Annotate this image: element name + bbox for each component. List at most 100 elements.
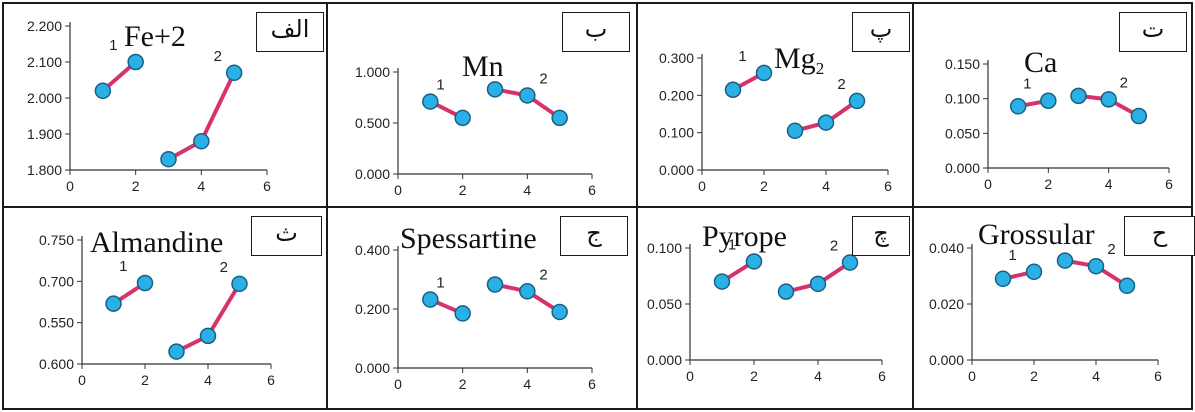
panel-title: Spessartine — [400, 224, 537, 254]
series-1-point — [1009, 98, 1027, 115]
series-1-point — [422, 291, 439, 308]
panel-title-text: Almandine — [90, 226, 224, 259]
series-1-point — [422, 93, 439, 110]
panel-letter-tag: چ — [852, 216, 910, 256]
series-2-point — [1100, 91, 1117, 108]
series-2-point — [486, 276, 504, 293]
x-tick-label: 2 — [750, 368, 758, 384]
y-tick-label: 0.300 — [659, 50, 694, 66]
series-2-point — [225, 64, 243, 82]
series-2-point — [199, 327, 217, 345]
y-tick-label: 0.100 — [647, 240, 682, 256]
panel-grossular: 0.000 0.020 0.040 0 2 4 6 1 2 Grossular ح — [912, 206, 1195, 410]
series-2-point — [519, 87, 536, 104]
series-2-point — [1056, 252, 1074, 269]
panel-mn: 0.000 0.500 1.000 0 2 4 6 1 2 Mn ب — [326, 2, 638, 208]
x-tick-label: 4 — [523, 182, 531, 198]
series-label: 1 — [728, 236, 736, 253]
series-1-point — [713, 273, 731, 290]
y-tick-label: 0.050 — [945, 125, 980, 141]
y-tick-label: 0.100 — [945, 91, 980, 107]
series-label: 2 — [1120, 74, 1128, 91]
x-tick-label: 4 — [523, 376, 531, 392]
y-tick-label: 2.000 — [27, 90, 62, 106]
plot-svg: 0.000 0.050 0.100 0.150 0 2 4 6 1 2 — [945, 56, 1173, 192]
series-2-point — [1130, 107, 1148, 125]
series-1-point — [136, 274, 154, 292]
panel-title-text: Mn — [462, 50, 504, 83]
series-2-point — [848, 92, 866, 110]
series-label: 1 — [1008, 247, 1016, 264]
series-label: 1 — [436, 275, 444, 292]
series-label: 1 — [738, 48, 746, 65]
y-tick-label: 0.040 — [929, 240, 964, 256]
series-1-point — [454, 109, 471, 127]
y-tick-label: 0.000 — [355, 360, 390, 376]
panel-title-subscript: 2 — [815, 59, 825, 78]
series-label: 2 — [1107, 241, 1115, 258]
panel-title: Fe+2 — [124, 22, 186, 52]
y-tick-label: 1.000 — [355, 64, 390, 80]
plot-svg: 0.600 0.550 0.700 0.750 0 2 4 6 1 2 — [39, 232, 275, 388]
series-label: 2 — [214, 48, 222, 65]
y-tick-label: 0.600 — [39, 356, 74, 372]
panel-title: Grossular — [978, 220, 1095, 250]
y-tick-label: 2.200 — [27, 18, 62, 34]
panel-ca: 0.000 0.050 0.100 0.150 0 2 4 6 1 2 Ca ت — [912, 2, 1193, 208]
x-tick-label: 6 — [263, 178, 271, 194]
x-tick-label: 2 — [459, 376, 467, 392]
x-tick-label: 0 — [394, 376, 402, 392]
series-2-point — [786, 122, 804, 140]
series-1-point — [127, 53, 144, 71]
x-tick-label: 6 — [1154, 368, 1162, 384]
series-2-point — [168, 343, 185, 360]
panel-title: Almandine — [90, 228, 223, 258]
series-label: 2 — [539, 266, 547, 283]
panel-letter-tag: ث — [251, 216, 322, 256]
series-2-point — [809, 275, 827, 293]
panel-title: Pyrope — [702, 222, 787, 252]
x-tick-label: 0 — [984, 176, 992, 192]
series-2-point — [777, 283, 795, 300]
series-label: 2 — [830, 238, 838, 255]
y-tick-label: 0.500 — [355, 115, 390, 131]
series-1-point — [105, 295, 122, 312]
y-tick-label: 0.550 — [39, 315, 74, 331]
panel-letter-tag: الف — [256, 12, 324, 52]
series-label: 1 — [109, 37, 117, 54]
x-tick-label: 2 — [141, 372, 149, 388]
panel-title-text: Spessartine — [400, 222, 537, 255]
panel-title-text: Ca — [1024, 46, 1058, 79]
panel-title-text: Grossular — [978, 218, 1095, 251]
x-tick-label: 4 — [814, 368, 822, 384]
plot-svg: 0.000 0.200 0.400 0 2 4 6 1 2 — [355, 242, 596, 392]
series-label: 1 — [1023, 76, 1031, 93]
x-tick-label: 2 — [760, 178, 768, 194]
y-tick-label: 0.000 — [659, 162, 694, 178]
panel-letter-tag: ت — [1119, 12, 1187, 52]
x-tick-label: 0 — [394, 182, 402, 198]
series-1-point — [1025, 263, 1043, 281]
x-tick-label: 0 — [78, 372, 86, 388]
series-1-point — [454, 305, 471, 322]
y-tick-label: 0.000 — [647, 352, 682, 368]
series-2-point — [551, 303, 568, 321]
series-1-point — [994, 270, 1012, 288]
panel-spessartine: 0.000 0.200 0.400 0 2 4 6 1 2 Spessartine ج — [326, 206, 638, 410]
series-2-point — [193, 132, 210, 150]
x-tick-label: 2 — [1030, 368, 1038, 384]
panel-title-text: Fe+2 — [124, 20, 186, 53]
plot-svg: 0.000 0.100 0.200 0.300 0 2 4 6 1 2 — [659, 48, 892, 194]
panel-pyrope: 0.000 0.050 0.100 0 2 4 6 1 2 Pyrope چ — [636, 206, 914, 410]
x-tick-label: 0 — [66, 178, 74, 194]
series-1-point — [94, 82, 112, 100]
x-tick-label: 4 — [1092, 368, 1100, 384]
panel-almandine: 0.600 0.550 0.700 0.750 0 2 4 6 1 2 Almandine ث — [2, 206, 328, 410]
panel-title-text: Mg — [774, 42, 816, 75]
panel-letter-tag: ب — [562, 12, 630, 52]
series-label: 2 — [220, 259, 228, 276]
x-tick-label: 0 — [698, 178, 706, 194]
y-tick-label: 0.050 — [647, 296, 682, 312]
x-tick-label: 4 — [197, 178, 205, 194]
